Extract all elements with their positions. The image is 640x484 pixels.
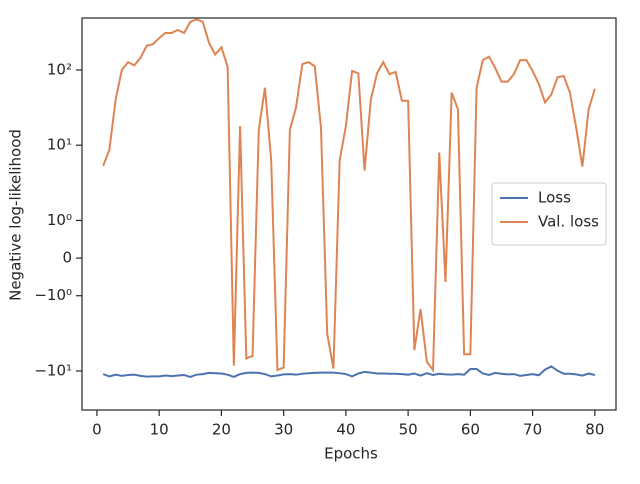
legend-label: Val. loss	[538, 213, 599, 231]
y-axis-label: Negative log-likelihood	[7, 129, 25, 301]
y-tick-label: 10¹	[47, 136, 72, 154]
x-tick-label: 30	[274, 421, 293, 439]
legend-label: Loss	[538, 189, 571, 207]
y-tick-label: 0	[62, 249, 72, 267]
plot-frame	[81, 17, 617, 411]
x-tick-label: 60	[461, 421, 480, 439]
x-tick-label: 10	[150, 421, 169, 439]
series-line	[102, 18, 596, 373]
x-tick-label: 50	[399, 421, 418, 439]
x-tick-label: 70	[523, 421, 542, 439]
x-tick-label: 0	[92, 421, 102, 439]
legend: Loss Val. loss	[491, 182, 607, 246]
y-tick-label: −10¹	[34, 361, 72, 379]
x-tick-label: 40	[336, 421, 355, 439]
y-tick-label: 10²	[47, 60, 72, 78]
x-axis-label: Epochs	[324, 445, 378, 463]
x-tick-label: 80	[585, 421, 604, 439]
y-tick-label: 10⁰	[47, 211, 72, 229]
y-tick-label: −10⁰	[34, 286, 72, 304]
series-line	[102, 365, 596, 379]
x-tick-label: 20	[212, 421, 231, 439]
